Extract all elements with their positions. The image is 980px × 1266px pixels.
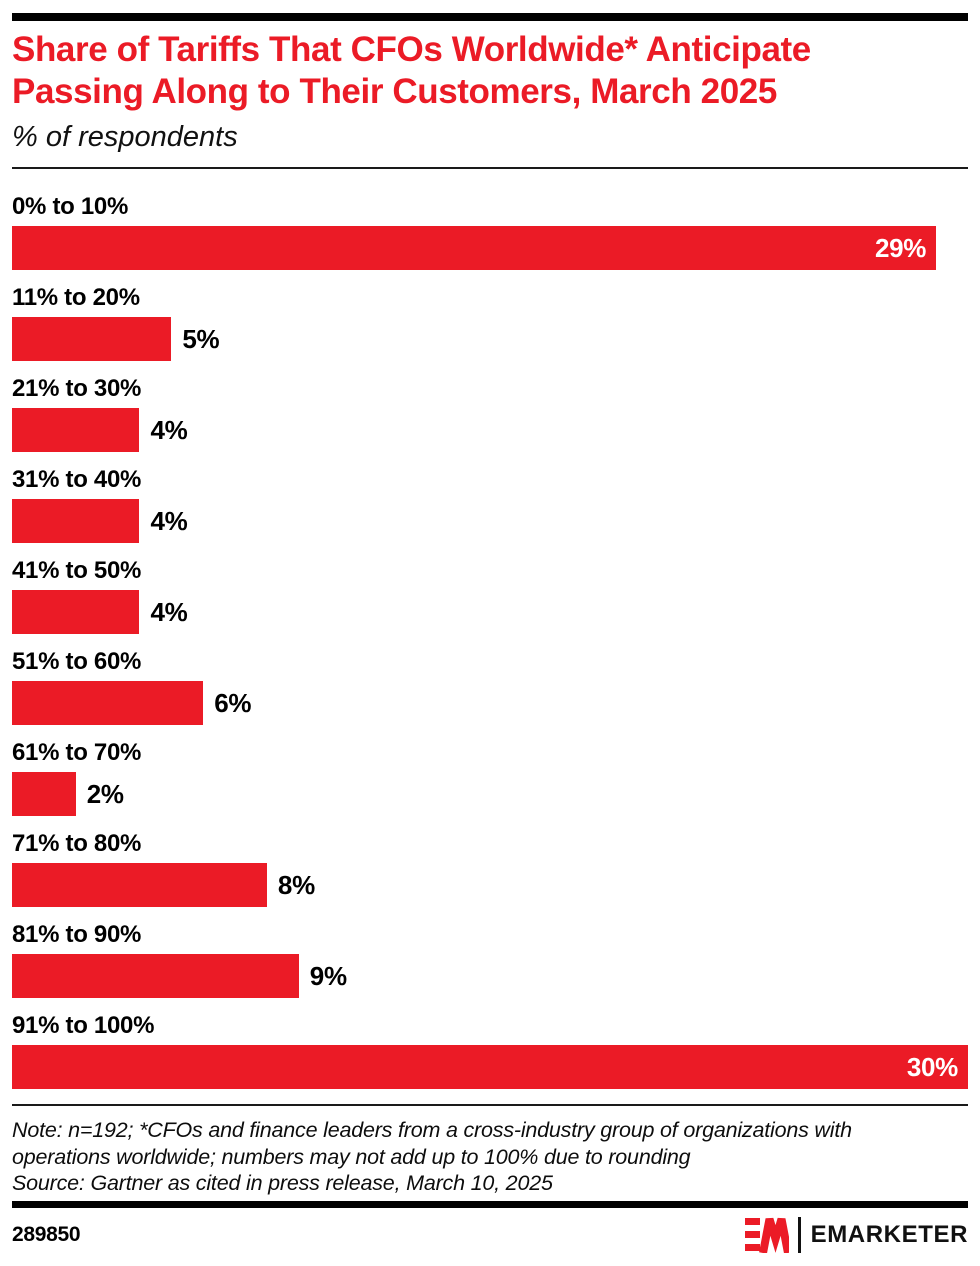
chart-subtitle: % of respondents bbox=[12, 121, 238, 153]
bar bbox=[12, 590, 140, 634]
emarketer-logo-mark-icon bbox=[744, 1217, 789, 1253]
note-line-2: operations worldwide; numbers may not ad… bbox=[12, 1144, 691, 1169]
bar bbox=[12, 954, 299, 998]
bar-row: 5% bbox=[12, 317, 968, 361]
bar-chart: 0% to 10% 29% 11% to 20% 5% 21% to 30% 4… bbox=[12, 194, 968, 1089]
chart-title-line-1: Share of Tariffs That CFOs Worldwide* An… bbox=[12, 30, 811, 69]
chart-number: 289850 bbox=[12, 1222, 81, 1246]
bar-row: 4% bbox=[12, 408, 968, 452]
bar-value-label: 4% bbox=[150, 505, 188, 536]
bar bbox=[12, 863, 267, 907]
bar-value-label: 29% bbox=[874, 233, 927, 263]
bar-row: 4% bbox=[12, 499, 968, 543]
bar bbox=[12, 408, 140, 452]
bar-value-label: 8% bbox=[277, 869, 315, 900]
chart-title-line-2: Passing Along to Their Customers, March … bbox=[12, 72, 777, 111]
bar bbox=[12, 681, 204, 725]
note-line-1: Note: n=192; *CFOs and finance leaders f… bbox=[12, 1118, 852, 1142]
bar bbox=[12, 772, 76, 816]
bar-value-label: 9% bbox=[309, 960, 347, 991]
bar-group: 91% to 100% 30% bbox=[12, 1013, 968, 1089]
bar bbox=[12, 317, 172, 361]
emarketer-logo: EMARKETER bbox=[744, 1216, 968, 1253]
bar-category-label: 0% to 10% bbox=[12, 193, 129, 220]
bottom-rule bbox=[12, 1200, 968, 1208]
footnote-block: Note: n=192; *CFOs and finance leaders f… bbox=[12, 1117, 968, 1197]
bar-value-label: 4% bbox=[150, 414, 188, 445]
bar-category-label: 91% to 100% bbox=[12, 1012, 155, 1039]
bar-group: 61% to 70% 2% bbox=[12, 740, 968, 816]
bar-group: 71% to 80% 8% bbox=[12, 831, 968, 907]
bar: 30% bbox=[12, 1045, 968, 1089]
footer: 289850 EMARKETER bbox=[12, 1216, 968, 1253]
bar-value-label: 4% bbox=[150, 596, 188, 627]
bar-group: 11% to 20% 5% bbox=[12, 285, 968, 361]
bar-group: 0% to 10% 29% bbox=[12, 194, 968, 270]
bar: 29% bbox=[12, 226, 937, 270]
bar-value-label: 6% bbox=[214, 687, 252, 718]
bar-category-label: 11% to 20% bbox=[12, 284, 140, 311]
bar-group: 41% to 50% 4% bbox=[12, 558, 968, 634]
bar-row: 29% bbox=[12, 226, 968, 270]
bar-row: 2% bbox=[12, 772, 968, 816]
bar-category-label: 31% to 40% bbox=[12, 466, 142, 493]
subtitle-divider-rule bbox=[12, 167, 968, 169]
logo-divider bbox=[797, 1216, 801, 1253]
bar-row: 30% bbox=[12, 1045, 968, 1089]
bar-group: 81% to 90% 9% bbox=[12, 922, 968, 998]
bar-group: 21% to 30% 4% bbox=[12, 376, 968, 452]
bar-category-label: 61% to 70% bbox=[12, 739, 142, 766]
top-rule bbox=[12, 13, 968, 21]
bar-row: 9% bbox=[12, 954, 968, 998]
bar-row: 8% bbox=[12, 863, 968, 907]
chart-title: Share of Tariffs That CFOs Worldwide* An… bbox=[12, 29, 968, 113]
bar-category-label: 81% to 90% bbox=[12, 921, 142, 948]
bar-group: 51% to 60% 6% bbox=[12, 649, 968, 725]
bar-category-label: 51% to 60% bbox=[12, 648, 142, 675]
bar-category-label: 41% to 50% bbox=[12, 557, 142, 584]
bar-value-label: 30% bbox=[906, 1052, 958, 1082]
bar-category-label: 21% to 30% bbox=[12, 375, 142, 402]
bar-group: 31% to 40% 4% bbox=[12, 467, 968, 543]
bar-row: 6% bbox=[12, 681, 968, 725]
bar bbox=[12, 499, 140, 543]
bar-category-label: 71% to 80% bbox=[12, 830, 142, 857]
source-line: Source: Gartner as cited in press releas… bbox=[12, 1171, 553, 1195]
note-divider-rule bbox=[12, 1104, 968, 1106]
logo-wordmark: EMARKETER bbox=[810, 1220, 968, 1248]
bar-row: 4% bbox=[12, 590, 968, 634]
bar-value-label: 2% bbox=[86, 778, 124, 809]
bar-value-label: 5% bbox=[182, 323, 220, 354]
